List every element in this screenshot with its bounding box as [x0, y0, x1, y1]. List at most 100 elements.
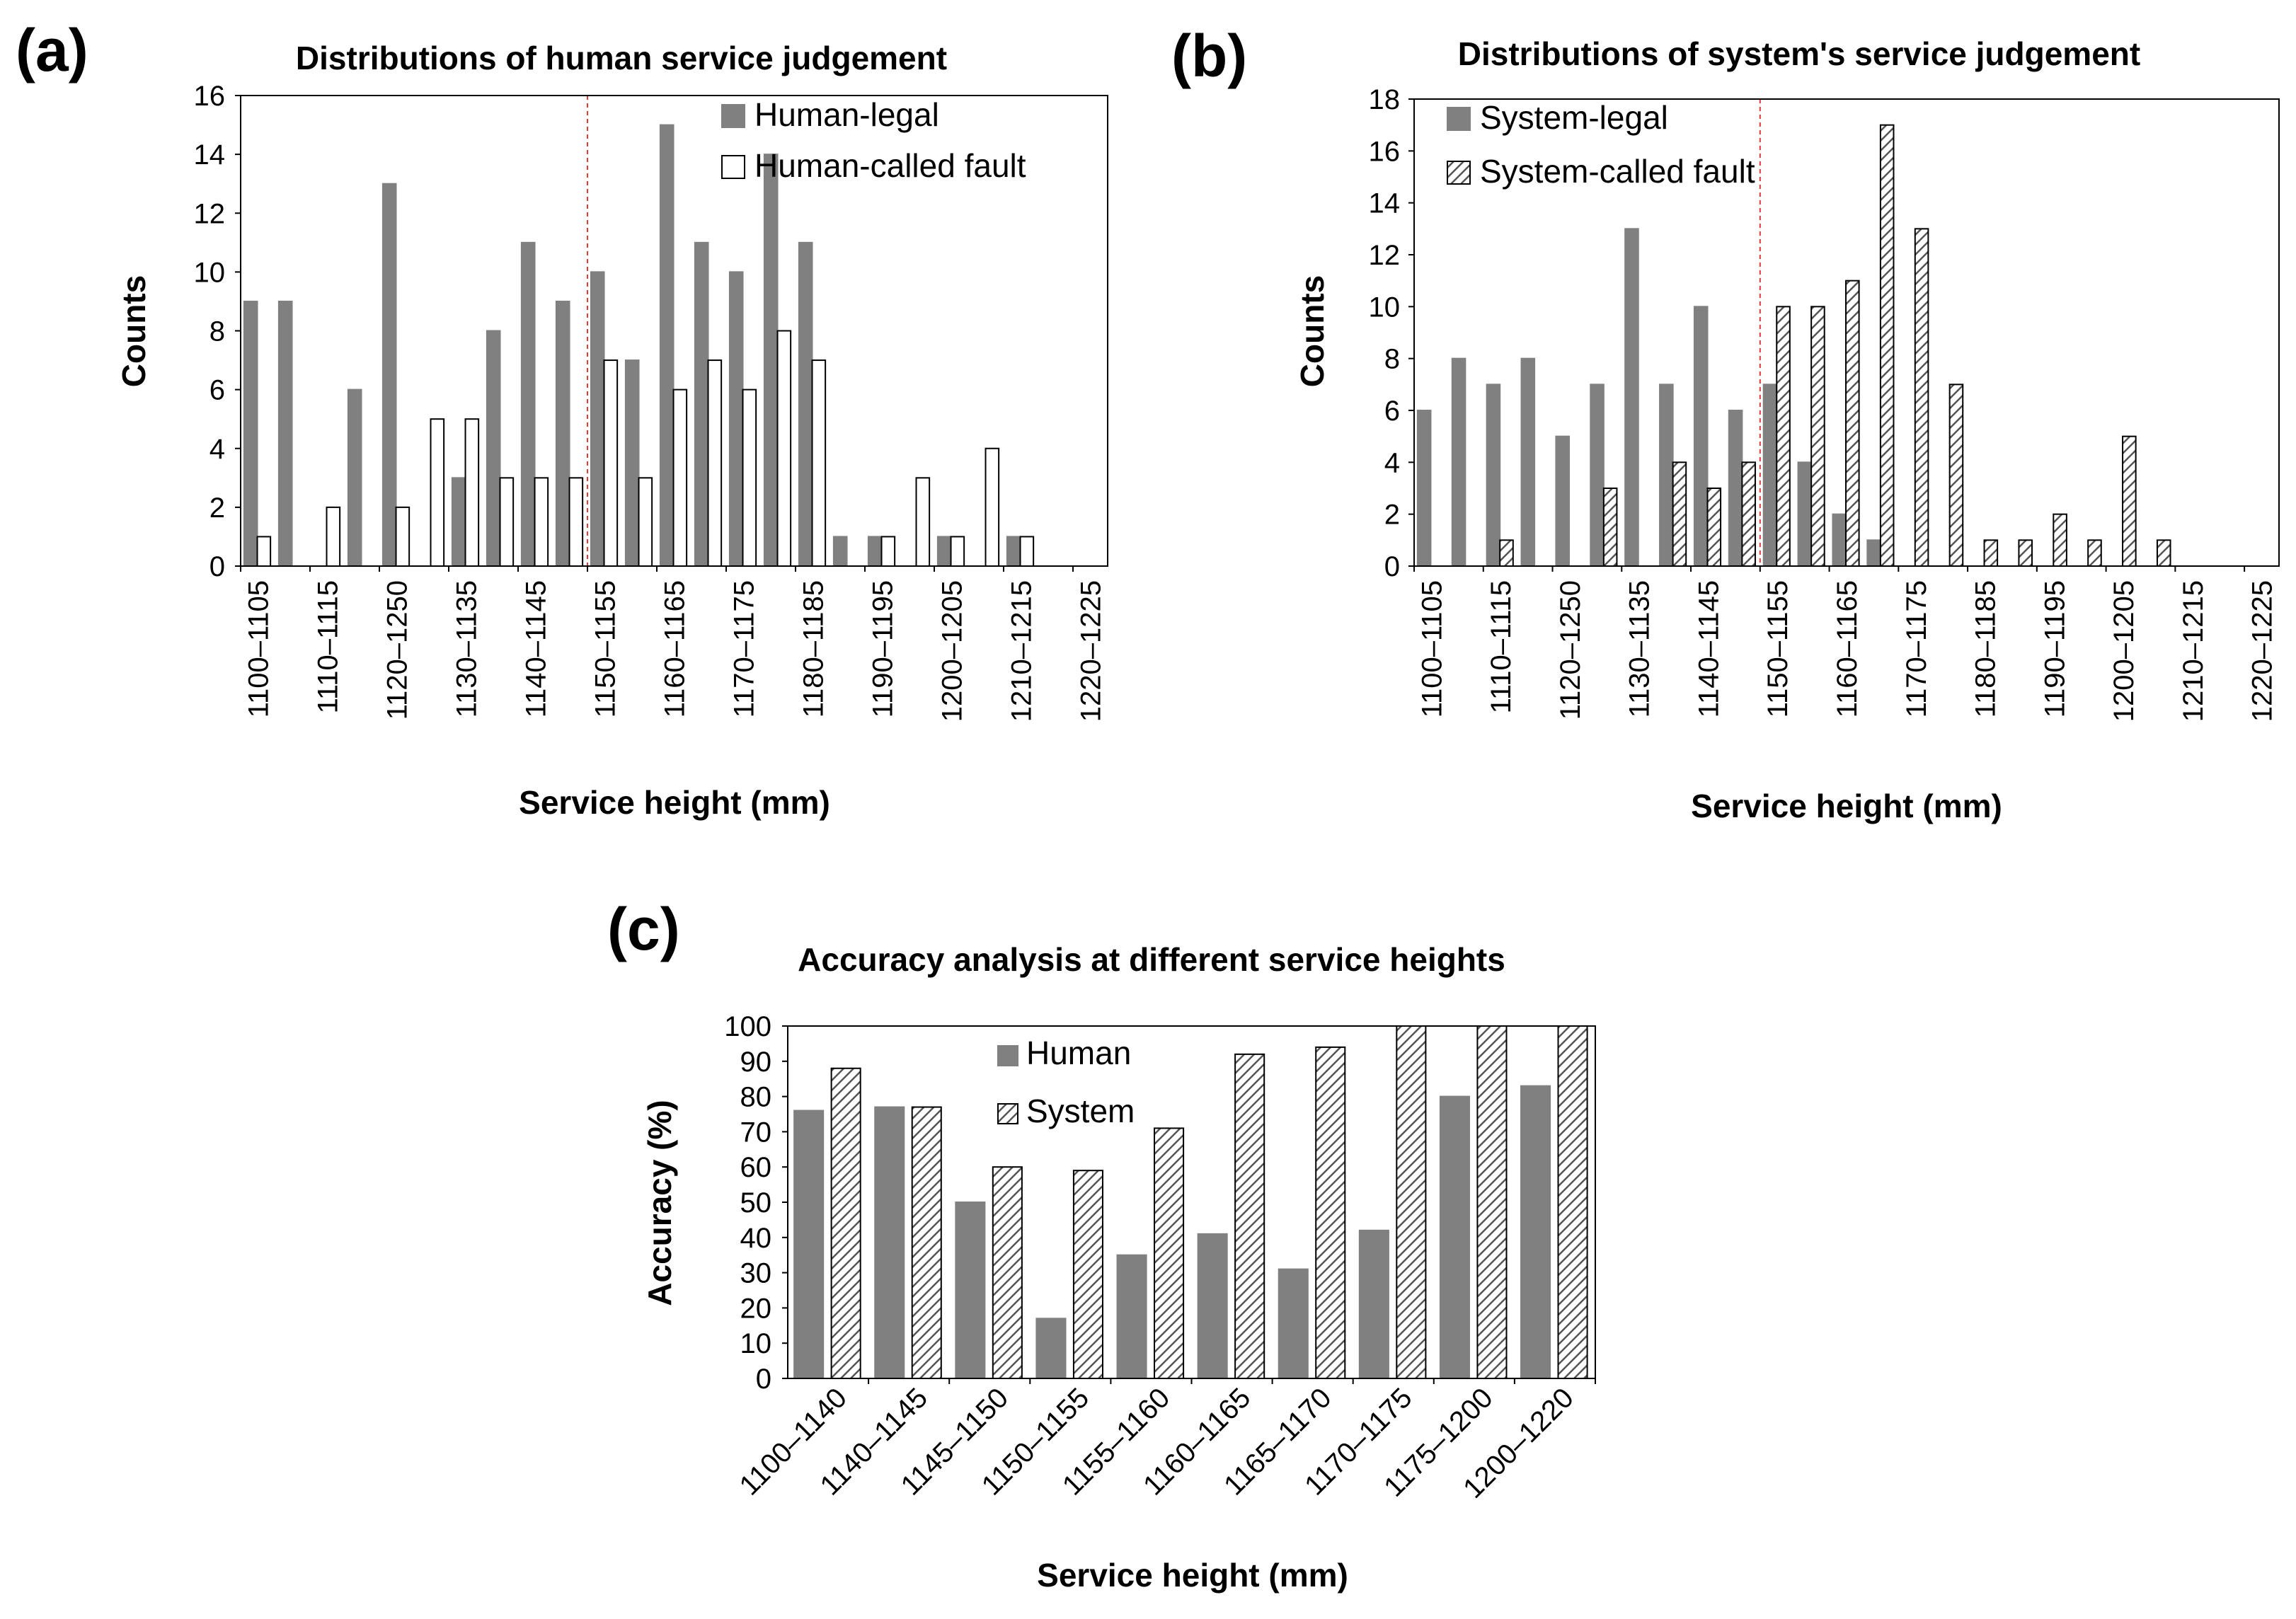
bar-filled-7 [1358, 1229, 1389, 1379]
legend-swatch-outline [721, 155, 745, 179]
legend-label: Human [1026, 1035, 1131, 1071]
x-tick-label: 1170–1175 [1901, 580, 1932, 718]
plot-frame [787, 1025, 1596, 1379]
bar-filled-3 [347, 388, 362, 567]
bar-outline-10 [603, 359, 619, 567]
bar-outline-13 [707, 359, 723, 567]
x-tick-label: 1140–1145 [1693, 580, 1724, 718]
bar-filled-20 [936, 536, 952, 567]
panel-b-chart: (b) Distributions of system's service jud… [1171, 23, 2280, 824]
legend-swatch-filled [997, 1045, 1018, 1066]
bar-outline-9 [568, 477, 584, 567]
bar-hatched-8 [1476, 1025, 1508, 1379]
y-tick-label: 4 [1384, 447, 1400, 478]
y-tick-label: 20 [740, 1293, 772, 1324]
y-tick-label: 12 [194, 198, 226, 229]
y-axis-title: Accuracy (%) [641, 1100, 678, 1306]
legend-swatch-filled [1447, 107, 1471, 131]
legend-label: System-called fault [1480, 153, 1755, 190]
bar-filled-11 [624, 359, 640, 567]
bar-hatched-9 [1557, 1025, 1588, 1379]
bar-outline-4 [395, 506, 411, 567]
bar-filled-2 [955, 1202, 986, 1379]
bar-outline-14 [742, 388, 757, 567]
bar-filled-12 [1832, 513, 1847, 567]
bar-hatched-19 [2087, 539, 2102, 567]
y-tick-label: 0 [209, 551, 225, 582]
y-tick-label: 18 [1369, 84, 1401, 115]
bar-hatched-2 [1499, 539, 1514, 567]
panel-label: (c) [607, 896, 680, 962]
bar-outline-5 [430, 418, 445, 567]
y-tick-label: 70 [740, 1117, 772, 1148]
panel-c-chart: (c) Accuracy analysis at different servic… [607, 896, 1596, 1594]
y-tick-label: 10 [740, 1328, 772, 1359]
x-axis-title: Service height (mm) [1691, 788, 2002, 824]
x-tick-label: 1100–1105 [1416, 580, 1447, 718]
bar-filled-11 [1797, 461, 1813, 567]
bar-hatched-14 [1914, 228, 1929, 567]
bar-outline-19 [915, 477, 931, 567]
bar-filled-22 [1006, 536, 1021, 567]
legend-swatch-hatched [1447, 161, 1471, 185]
bar-filled-9 [1728, 410, 1743, 567]
bar-filled-12 [659, 124, 675, 567]
bar-filled-3 [1520, 357, 1536, 567]
x-tick-label: 1190–1195 [2039, 580, 2070, 718]
bar-filled-17 [832, 536, 848, 567]
bar-hatched-5 [1602, 488, 1618, 567]
bar-filled-9 [1520, 1085, 1551, 1380]
bar-hatched-10 [1776, 306, 1791, 567]
bar-filled-16 [798, 241, 813, 567]
x-tick-label: 1200–1205 [937, 580, 968, 722]
bar-outline-21 [985, 447, 1000, 567]
bar-hatched-8 [1706, 488, 1722, 567]
bar-filled-10 [590, 271, 605, 567]
y-tick-label: 4 [209, 434, 225, 465]
bar-outline-16 [811, 359, 827, 567]
bar-hatched-6 [1315, 1046, 1346, 1379]
x-tick-label: 1190–1195 [868, 580, 899, 718]
y-tick-label: 0 [1384, 551, 1400, 582]
bar-hatched-20 [2122, 435, 2137, 567]
bar-filled-14 [728, 271, 744, 567]
bar-outline-6 [464, 418, 480, 567]
legend-label: System [1026, 1093, 1135, 1129]
y-tick-label: 10 [1369, 292, 1401, 323]
y-tick-label: 10 [194, 257, 226, 288]
y-tick-label: 8 [209, 316, 225, 347]
bar-filled-6 [1278, 1268, 1309, 1379]
y-tick-label: 80 [740, 1082, 772, 1113]
chart-title: Distributions of human service judgement [296, 40, 947, 76]
bar-hatched-18 [2053, 513, 2067, 567]
bar-hatched-0 [830, 1067, 861, 1379]
y-tick-label: 40 [740, 1223, 772, 1254]
x-tick-label: 1120–1250 [1555, 580, 1586, 720]
y-tick-label: 2 [209, 492, 225, 524]
x-tick-label: 1200–1205 [2108, 580, 2140, 722]
legend-label: Human-called fault [754, 147, 1026, 184]
bar-hatched-4 [1154, 1127, 1185, 1380]
bar-hatched-9 [1741, 461, 1756, 567]
plot-frame [240, 95, 1108, 567]
bar-filled-8 [1693, 306, 1709, 567]
legend-label: System-legal [1480, 99, 1668, 136]
y-tick-label: 60 [740, 1152, 772, 1183]
bar-outline-7 [499, 477, 515, 567]
legend-swatch-filled [721, 104, 745, 128]
bar-filled-3 [1035, 1318, 1067, 1379]
y-tick-label: 8 [1384, 344, 1400, 375]
chart-title: Accuracy analysis at different service h… [798, 941, 1505, 978]
bar-filled-10 [1762, 384, 1778, 567]
y-tick-label: 6 [209, 375, 225, 406]
bar-filled-5 [1197, 1233, 1228, 1379]
y-tick-label: 6 [1384, 396, 1400, 427]
bar-filled-1 [874, 1106, 905, 1380]
bar-filled-13 [1866, 539, 1881, 567]
bar-hatched-21 [2156, 539, 2171, 567]
x-tick-label: 1180–1185 [798, 580, 830, 718]
bar-filled-6 [1624, 228, 1639, 567]
x-axis-title: Service height (mm) [1037, 1557, 1348, 1594]
bar-filled-0 [793, 1110, 825, 1380]
